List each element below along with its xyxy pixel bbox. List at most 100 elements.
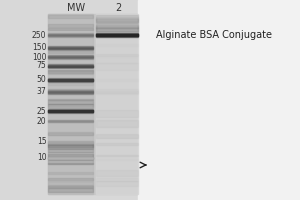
Bar bbox=[48, 104, 93, 106]
Bar bbox=[48, 154, 93, 158]
Bar bbox=[96, 14, 138, 194]
Bar bbox=[48, 120, 93, 121]
Bar bbox=[48, 144, 93, 147]
Bar bbox=[96, 18, 138, 21]
Bar bbox=[48, 172, 93, 174]
Bar bbox=[48, 112, 93, 113]
Bar bbox=[48, 49, 93, 50]
Bar bbox=[96, 63, 138, 70]
Bar bbox=[96, 34, 138, 35]
Bar bbox=[48, 111, 93, 112]
Bar bbox=[48, 182, 93, 185]
Text: 10: 10 bbox=[37, 154, 46, 162]
Bar bbox=[96, 170, 138, 176]
Bar bbox=[48, 185, 93, 188]
Bar bbox=[48, 133, 93, 135]
Bar bbox=[48, 58, 93, 59]
Bar bbox=[48, 83, 93, 85]
Bar bbox=[96, 34, 138, 36]
Bar bbox=[48, 121, 93, 122]
Bar bbox=[96, 15, 138, 23]
Bar bbox=[96, 178, 138, 181]
Bar bbox=[96, 33, 138, 34]
Bar bbox=[48, 65, 93, 66]
Bar bbox=[48, 81, 93, 82]
Bar bbox=[96, 54, 138, 56]
Bar bbox=[48, 46, 93, 47]
Bar bbox=[48, 24, 93, 27]
Bar bbox=[96, 120, 138, 127]
Bar bbox=[96, 18, 138, 23]
Text: 100: 100 bbox=[32, 52, 46, 62]
Bar bbox=[48, 186, 93, 187]
Bar bbox=[48, 80, 93, 81]
Bar bbox=[48, 72, 93, 74]
Bar bbox=[48, 143, 93, 148]
Bar bbox=[48, 14, 138, 194]
Bar bbox=[48, 64, 93, 65]
Bar bbox=[48, 142, 93, 143]
Bar bbox=[96, 22, 138, 29]
Bar bbox=[48, 145, 93, 149]
Bar bbox=[96, 27, 138, 34]
Bar bbox=[48, 28, 93, 30]
Bar bbox=[48, 48, 93, 49]
Bar bbox=[48, 157, 93, 159]
Bar bbox=[96, 24, 138, 28]
Bar bbox=[96, 89, 138, 93]
Bar bbox=[48, 110, 93, 111]
Bar bbox=[48, 178, 93, 180]
Bar bbox=[48, 157, 93, 160]
Bar bbox=[48, 47, 93, 48]
Bar bbox=[48, 15, 93, 18]
Bar bbox=[48, 56, 93, 57]
Bar bbox=[48, 66, 93, 67]
Bar bbox=[96, 159, 138, 160]
Text: Alginate BSA Conjugate: Alginate BSA Conjugate bbox=[156, 30, 272, 40]
Bar bbox=[48, 55, 93, 57]
Text: 250: 250 bbox=[32, 30, 46, 40]
Bar bbox=[48, 92, 93, 93]
Bar bbox=[96, 36, 138, 37]
Bar bbox=[48, 178, 93, 181]
Bar bbox=[48, 36, 93, 37]
Text: 75: 75 bbox=[37, 62, 46, 71]
Bar bbox=[48, 55, 93, 56]
Bar bbox=[48, 141, 93, 142]
Bar bbox=[96, 155, 138, 156]
Bar bbox=[48, 78, 93, 79]
Bar bbox=[48, 90, 93, 91]
Bar bbox=[48, 34, 93, 35]
Bar bbox=[48, 46, 93, 49]
Bar bbox=[96, 26, 138, 32]
Bar bbox=[48, 110, 93, 112]
Bar bbox=[96, 110, 138, 117]
Bar bbox=[96, 57, 138, 63]
Bar bbox=[48, 67, 93, 68]
Bar bbox=[48, 91, 93, 92]
Bar bbox=[96, 25, 138, 31]
Bar bbox=[48, 157, 93, 158]
Bar bbox=[96, 181, 138, 186]
Bar bbox=[96, 31, 138, 35]
Bar bbox=[96, 36, 138, 37]
Bar bbox=[48, 14, 93, 194]
Text: 15: 15 bbox=[37, 138, 46, 146]
Text: 150: 150 bbox=[32, 44, 46, 52]
Bar bbox=[48, 99, 93, 100]
Bar bbox=[96, 19, 138, 22]
Bar bbox=[48, 89, 93, 93]
Text: 25: 25 bbox=[37, 107, 46, 116]
Text: 20: 20 bbox=[37, 116, 46, 126]
Bar bbox=[48, 93, 93, 94]
Bar bbox=[96, 79, 138, 81]
Bar bbox=[96, 28, 138, 31]
Bar bbox=[48, 64, 93, 66]
Bar bbox=[48, 79, 93, 80]
Bar bbox=[48, 158, 93, 159]
Bar bbox=[48, 142, 93, 145]
Bar bbox=[48, 70, 93, 71]
Bar bbox=[48, 51, 93, 53]
Bar bbox=[48, 163, 93, 164]
Bar bbox=[138, 0, 300, 200]
